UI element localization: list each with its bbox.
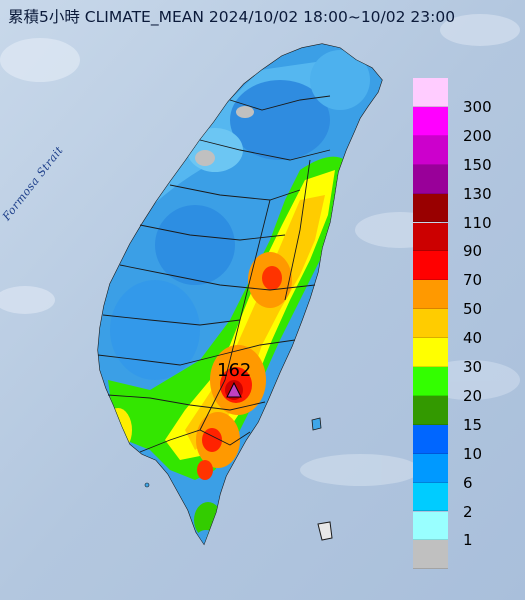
- map-title: 累積5小時 CLIMATE_MEAN 2024/10/02 18:00~10/0…: [8, 8, 456, 26]
- legend-swatch: [413, 338, 448, 367]
- legend-swatch: [413, 395, 448, 425]
- legend-tick-label: 200: [463, 126, 492, 145]
- legend-tick-label: 150: [463, 155, 492, 174]
- legend-swatch: [413, 106, 448, 136]
- islet: [144, 482, 150, 488]
- legend-tick-label: 6: [463, 473, 473, 492]
- legend-tick-label: 20: [463, 386, 483, 405]
- legend-swatch: [413, 482, 448, 512]
- legend-swatch: [413, 309, 448, 339]
- legend-swatch: [413, 222, 448, 252]
- legend-tick-label: 70: [463, 271, 483, 290]
- legend-tick-label: 30: [463, 358, 483, 376]
- orchid-island: [311, 417, 322, 431]
- legend-tick-label: 130: [463, 184, 492, 203]
- legend-swatch: [413, 251, 448, 281]
- legend-swatch: [413, 424, 448, 454]
- legend-tick-label: 1: [463, 531, 473, 550]
- legend-swatch: [413, 540, 448, 570]
- legend-tick-label: 10: [463, 444, 483, 463]
- legend-swatch: [413, 164, 448, 194]
- legend-tick-label: 90: [463, 242, 483, 261]
- legend-swatch: [413, 193, 448, 223]
- legend-tick-label: 110: [463, 213, 492, 232]
- legend-tick-label: 15: [463, 415, 483, 434]
- peak-rainfall-value: 162: [217, 360, 252, 381]
- legend-swatch: [413, 453, 448, 483]
- legend-swatch: [413, 367, 448, 396]
- legend-tick-label: 300: [463, 97, 492, 116]
- county-boundaries: [97, 95, 331, 453]
- rainfall-legend: 300 200 150 130 110 90 70 50 40 30 20 15 10 6 2 1: [413, 78, 511, 570]
- legend-swatch: [413, 511, 448, 541]
- legend-tick-label: 40: [463, 329, 483, 348]
- legend-swatch: [413, 78, 448, 107]
- legend-swatch: [413, 135, 448, 165]
- peak-rainfall-marker: [226, 381, 242, 398]
- green-island: [317, 521, 333, 541]
- legend-tick-label: 50: [463, 300, 483, 319]
- legend-tick-label: 2: [463, 502, 473, 521]
- legend-swatch: [413, 280, 448, 310]
